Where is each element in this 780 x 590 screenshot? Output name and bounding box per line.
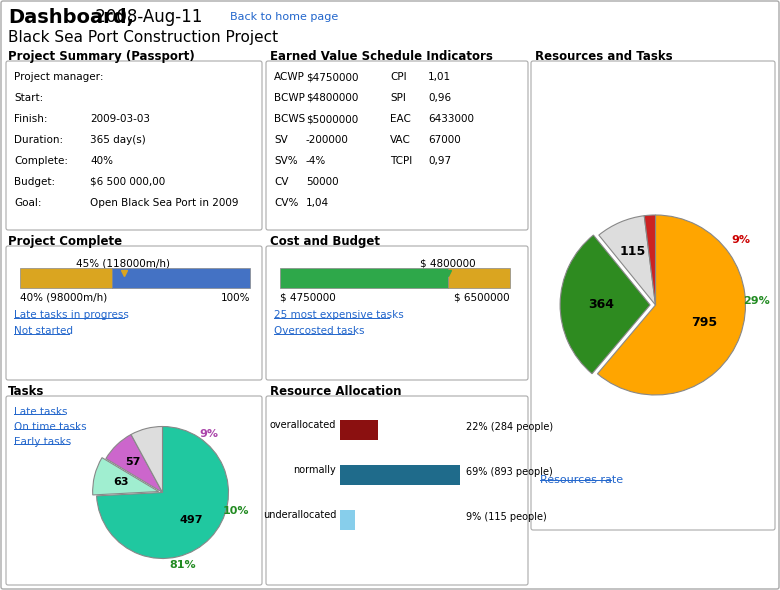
- Text: 9% (115 people): 9% (115 people): [466, 512, 547, 522]
- FancyBboxPatch shape: [6, 61, 262, 230]
- Text: 25 most expensive tasks: 25 most expensive tasks: [274, 310, 404, 320]
- Text: 6433000: 6433000: [428, 114, 474, 124]
- Wedge shape: [131, 427, 162, 493]
- Text: 81%: 81%: [169, 560, 196, 570]
- Wedge shape: [597, 215, 746, 395]
- Text: 2009-03-03: 2009-03-03: [90, 114, 150, 124]
- Text: 115: 115: [619, 245, 646, 258]
- Text: -4%: -4%: [306, 156, 326, 166]
- Text: Budget:: Budget:: [14, 177, 55, 187]
- Text: overallocated: overallocated: [270, 420, 336, 430]
- Text: 67000: 67000: [428, 135, 461, 145]
- Text: 0,97: 0,97: [428, 156, 451, 166]
- Text: Black Sea Port Construction Project: Black Sea Port Construction Project: [8, 30, 278, 45]
- FancyBboxPatch shape: [531, 61, 775, 530]
- Bar: [448, 268, 510, 288]
- Text: 9%: 9%: [199, 430, 218, 440]
- Text: Dashboard,: Dashboard,: [8, 8, 134, 27]
- Text: ACWP: ACWP: [274, 72, 305, 82]
- Text: $4800000: $4800000: [306, 93, 358, 103]
- Text: 365 day(s): 365 day(s): [90, 135, 146, 145]
- Text: TCPI: TCPI: [390, 156, 413, 166]
- Text: Project Summary (Passport): Project Summary (Passport): [8, 50, 195, 63]
- Text: -200000: -200000: [306, 135, 349, 145]
- Text: Earned Value Schedule Indicators: Earned Value Schedule Indicators: [270, 50, 493, 63]
- Text: 50000: 50000: [306, 177, 339, 187]
- Text: CV: CV: [274, 177, 289, 187]
- Text: 62%: 62%: [662, 379, 689, 389]
- Wedge shape: [93, 458, 158, 495]
- FancyBboxPatch shape: [266, 396, 528, 585]
- Text: $4750000: $4750000: [306, 72, 359, 82]
- Text: 1,04: 1,04: [306, 198, 329, 208]
- Text: Goal:: Goal:: [14, 198, 41, 208]
- FancyBboxPatch shape: [6, 396, 262, 585]
- Text: Not started: Not started: [14, 326, 73, 336]
- Text: Overcosted tasks: Overcosted tasks: [274, 326, 364, 336]
- Text: Early tasks: Early tasks: [14, 437, 71, 447]
- Text: 69% (893 people): 69% (893 people): [466, 467, 553, 477]
- Text: $ 4750000: $ 4750000: [280, 293, 335, 303]
- Wedge shape: [644, 215, 655, 305]
- Text: 63: 63: [113, 477, 129, 487]
- Text: SV%: SV%: [274, 156, 298, 166]
- Text: Resources rate: Resources rate: [540, 475, 623, 485]
- Text: Duration:: Duration:: [14, 135, 63, 145]
- Wedge shape: [97, 427, 229, 559]
- Wedge shape: [106, 434, 162, 493]
- Text: Back to home page: Back to home page: [230, 12, 339, 22]
- Text: 100%: 100%: [221, 293, 250, 303]
- Text: $5000000: $5000000: [306, 114, 358, 124]
- Text: underallocated: underallocated: [263, 510, 336, 520]
- Bar: [280, 268, 448, 288]
- Text: 40%: 40%: [90, 156, 113, 166]
- Text: 40% (98000m/h): 40% (98000m/h): [20, 293, 108, 303]
- Text: 9%: 9%: [732, 235, 750, 245]
- Text: 10%: 10%: [223, 506, 250, 516]
- Text: $ 4800000: $ 4800000: [420, 258, 476, 268]
- Text: VAC: VAC: [390, 135, 411, 145]
- Text: 2008-Aug-11: 2008-Aug-11: [90, 8, 202, 26]
- Text: Resources and Tasks: Resources and Tasks: [535, 50, 672, 63]
- Text: Project Complete: Project Complete: [8, 235, 122, 248]
- Text: 29%: 29%: [743, 296, 770, 306]
- Text: Start:: Start:: [14, 93, 43, 103]
- Text: Late tasks: Late tasks: [14, 407, 68, 417]
- Text: Cost and Budget: Cost and Budget: [270, 235, 380, 248]
- Bar: [340, 510, 356, 530]
- Text: Finish:: Finish:: [14, 114, 48, 124]
- Text: CPI: CPI: [390, 72, 406, 82]
- Text: 45% (118000m/h): 45% (118000m/h): [76, 258, 171, 268]
- Text: 0,96: 0,96: [428, 93, 451, 103]
- Text: Resource Allocation: Resource Allocation: [270, 385, 402, 398]
- Text: Open Black Sea Port in 2009: Open Black Sea Port in 2009: [90, 198, 239, 208]
- Text: BCWS: BCWS: [274, 114, 305, 124]
- Text: Tasks: Tasks: [8, 385, 44, 398]
- Text: 22% (284 people): 22% (284 people): [466, 422, 553, 432]
- Text: $6 500 000,00: $6 500 000,00: [90, 177, 165, 187]
- Text: Project manager:: Project manager:: [14, 72, 104, 82]
- Text: 364: 364: [588, 298, 615, 311]
- Bar: [340, 465, 460, 485]
- Text: 1,01: 1,01: [428, 72, 451, 82]
- Text: On time tasks: On time tasks: [14, 422, 87, 432]
- Text: BCWP: BCWP: [274, 93, 305, 103]
- FancyBboxPatch shape: [266, 61, 528, 230]
- Bar: [20, 268, 112, 288]
- Wedge shape: [599, 216, 655, 305]
- Text: Late tasks in progress: Late tasks in progress: [14, 310, 129, 320]
- FancyBboxPatch shape: [6, 246, 262, 380]
- Text: Complete:: Complete:: [14, 156, 68, 166]
- Text: SPI: SPI: [390, 93, 406, 103]
- Wedge shape: [560, 235, 650, 373]
- Bar: [112, 268, 250, 288]
- FancyBboxPatch shape: [266, 246, 528, 380]
- Text: 497: 497: [179, 514, 203, 525]
- Text: normally: normally: [293, 465, 336, 475]
- Text: EAC: EAC: [390, 114, 411, 124]
- Text: 795: 795: [691, 316, 718, 329]
- Text: SV: SV: [274, 135, 288, 145]
- Text: CV%: CV%: [274, 198, 299, 208]
- Text: $ 6500000: $ 6500000: [455, 293, 510, 303]
